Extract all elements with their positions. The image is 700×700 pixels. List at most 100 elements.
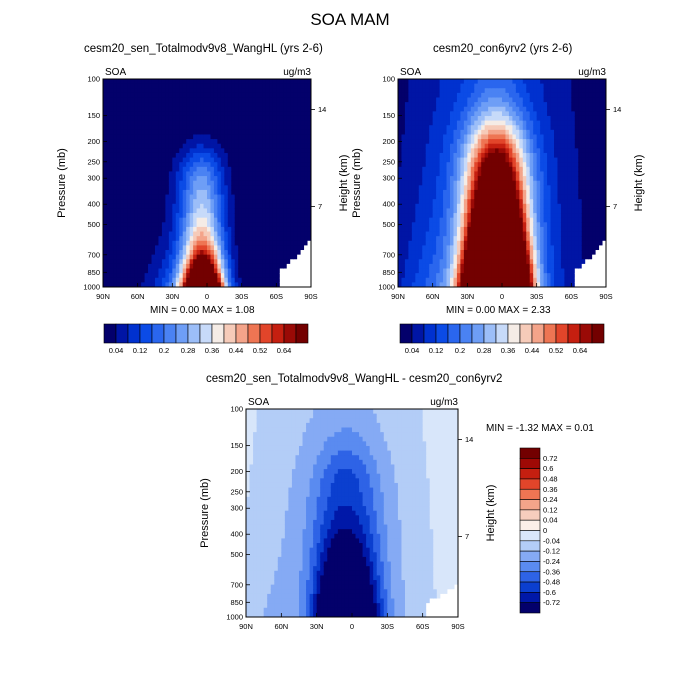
field-cell: [540, 106, 545, 112]
field-cell: [120, 88, 125, 94]
field-cell: [560, 176, 565, 182]
field-cell: [213, 143, 218, 149]
field-cell: [120, 213, 125, 219]
field-cell: [488, 180, 493, 186]
field-cell: [109, 254, 114, 260]
field-cell: [498, 217, 503, 223]
field-cell: [453, 92, 458, 99]
field-cell: [436, 208, 441, 214]
field-cell: [203, 180, 208, 186]
field-cell: [488, 88, 493, 94]
field-cell: [432, 106, 437, 112]
field-cell: [272, 111, 277, 117]
field-cell: [161, 143, 166, 149]
field-cell: [515, 88, 520, 94]
field-cell: [398, 273, 403, 279]
field-cell: [290, 88, 295, 94]
field-cell: [207, 106, 212, 112]
field-cell: [103, 120, 108, 126]
field-cell: [408, 189, 413, 196]
field-cell: [224, 245, 229, 251]
field-cell: [248, 226, 253, 233]
field-cell: [255, 199, 260, 205]
field-cell: [505, 129, 510, 136]
field-cell: [495, 152, 500, 159]
field-cell: [526, 231, 531, 237]
field-cell: [175, 102, 180, 108]
field-cell: [560, 129, 565, 136]
field-cell: [481, 143, 486, 149]
field-cell: [567, 157, 572, 163]
field-cell: [161, 194, 166, 200]
field-cell: [450, 217, 455, 223]
field-cell: [234, 194, 239, 200]
field-cell: [429, 268, 434, 274]
field-cell: [189, 143, 194, 149]
y-right-tick-label: 14: [318, 105, 326, 114]
field-cell: [234, 134, 239, 140]
field-cell: [103, 268, 108, 274]
field-cell: [227, 171, 232, 177]
field-cell: [113, 254, 118, 260]
field-cell: [193, 222, 198, 228]
field-cell: [120, 83, 125, 89]
field-cell: [245, 152, 250, 159]
field-cell: [175, 180, 180, 186]
field-cell: [276, 148, 281, 154]
field-cell: [234, 143, 239, 149]
field-cell: [134, 263, 139, 270]
field-cell: [120, 259, 125, 265]
field-cell: [259, 157, 264, 163]
field-cell: [398, 231, 403, 237]
field-cell: [255, 236, 260, 242]
field-cell: [526, 129, 531, 136]
field-cell: [446, 106, 451, 112]
field-cell: [272, 134, 277, 140]
field-cell: [123, 143, 128, 149]
field-cell: [519, 208, 524, 214]
field-cell: [522, 129, 527, 136]
field-cell: [488, 102, 493, 108]
field-cell: [557, 129, 562, 136]
field-cell: [564, 176, 569, 182]
field-cell: [283, 88, 288, 94]
field-cell: [272, 88, 277, 94]
field-cell: [460, 203, 465, 210]
field-cell: [529, 111, 534, 117]
field-cell: [502, 203, 507, 210]
field-cell: [172, 180, 177, 186]
field-cell: [272, 129, 277, 136]
field-cell: [536, 97, 541, 103]
field-cell: [161, 236, 166, 242]
field-cell: [488, 282, 493, 287]
field-cell: [259, 88, 264, 94]
field-cell: [297, 157, 302, 163]
field-cell: [210, 226, 215, 233]
field-cell: [127, 250, 132, 256]
field-cell: [456, 97, 461, 103]
field-cell: [495, 213, 500, 219]
field-cell: [179, 129, 184, 136]
field-cell: [307, 115, 311, 122]
field-cell: [512, 129, 517, 136]
field-cell: [554, 176, 559, 182]
field-cell: [529, 97, 534, 103]
field-cell: [550, 226, 555, 233]
field-cell: [491, 120, 496, 126]
field-cell: [564, 83, 569, 89]
field-cell: [508, 115, 513, 122]
field-cell: [408, 231, 413, 237]
field-cell: [265, 217, 270, 223]
field-cell: [130, 254, 135, 260]
field-cell: [224, 282, 229, 287]
field-cell: [259, 152, 264, 159]
field-cell: [554, 106, 559, 112]
field-cell: [401, 222, 406, 228]
field-cell: [269, 106, 274, 112]
field-cell: [564, 111, 569, 117]
field-cell: [404, 88, 409, 94]
field-cell: [411, 115, 416, 122]
field-cell: [307, 139, 311, 145]
field-cell: [439, 194, 444, 200]
field-cell: [127, 226, 132, 233]
